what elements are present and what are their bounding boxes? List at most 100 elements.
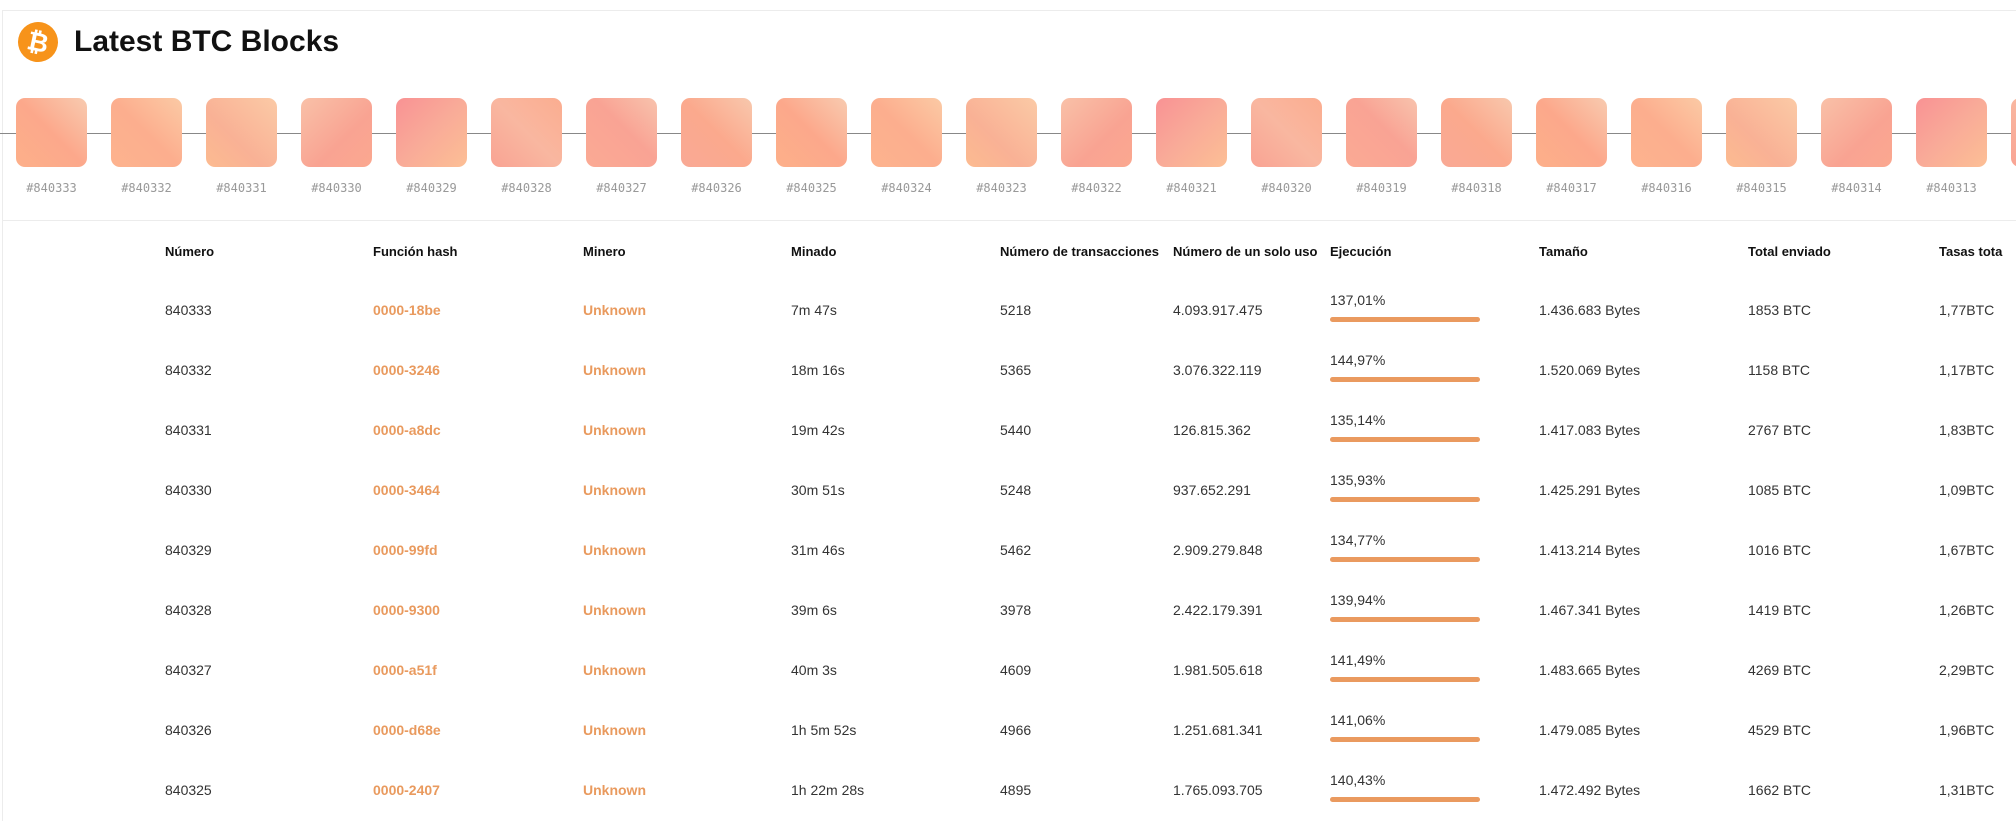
cell-size: 1.467.341 Bytes [1539, 602, 1641, 618]
cell-number[interactable]: 840325 [165, 782, 212, 798]
cell-miner[interactable]: Unknown [583, 482, 646, 498]
column-header[interactable]: Minado [791, 244, 837, 259]
cell-hash[interactable]: 0000-99fd [373, 542, 438, 558]
column-header[interactable]: Ejecución [1330, 244, 1392, 259]
block-tile[interactable] [1156, 98, 1227, 167]
execution-progress-bar [1330, 677, 1480, 682]
block-card[interactable]: #840321 [1156, 98, 1227, 195]
block-card[interactable]: #840329 [396, 98, 467, 195]
column-header[interactable]: Tamaño [1539, 244, 1588, 259]
block-tile[interactable] [1631, 98, 1702, 167]
cell-sent: 1158 BTC [1748, 362, 1810, 378]
block-label: #840317 [1546, 181, 1597, 195]
cell-number[interactable]: 840326 [165, 722, 212, 738]
cell-miner[interactable]: Unknown [583, 542, 646, 558]
cell-hash[interactable]: 0000-a51f [373, 662, 437, 678]
column-header[interactable]: Número [165, 244, 215, 259]
block-card[interactable]: #840313 [1916, 98, 1987, 195]
block-tile[interactable] [1916, 98, 1987, 167]
block-card[interactable]: #840316 [1631, 98, 1702, 195]
block-label: #840319 [1356, 181, 1407, 195]
cell-number[interactable]: 840328 [165, 602, 212, 618]
block-tile[interactable] [111, 98, 182, 167]
block-tile[interactable] [1821, 98, 1892, 167]
block-tile[interactable] [2011, 98, 2016, 167]
block-tile[interactable] [1251, 98, 1322, 167]
block-tile[interactable] [1441, 98, 1512, 167]
cell-miner[interactable]: Unknown [583, 662, 646, 678]
cell-hash[interactable]: 0000-18be [373, 302, 441, 318]
column-header[interactable]: Tasas tota [1939, 244, 2003, 259]
block-label: #840332 [121, 181, 172, 195]
execution-progress-bar [1330, 437, 1480, 442]
cell-number[interactable]: 840327 [165, 662, 212, 678]
cell-nonce: 937.652.291 [1173, 482, 1251, 498]
cell-miner[interactable]: Unknown [583, 602, 646, 618]
cell-number[interactable]: 840332 [165, 362, 212, 378]
cell-number[interactable]: 840329 [165, 542, 212, 558]
cell-exec: 144,97% [1330, 352, 1386, 368]
block-card[interactable]: #840324 [871, 98, 942, 195]
cell-nonce: 2.422.179.391 [1173, 602, 1263, 618]
cell-number[interactable]: 840333 [165, 302, 212, 318]
cell-number[interactable]: 840330 [165, 482, 212, 498]
cell-exec: 135,93% [1330, 472, 1386, 488]
block-card[interactable]: #840315 [1726, 98, 1797, 195]
cell-miner[interactable]: Unknown [583, 422, 646, 438]
block-card[interactable]: #840320 [1251, 98, 1322, 195]
cell-hash[interactable]: 0000-a8dc [373, 422, 441, 438]
block-tile[interactable] [16, 98, 87, 167]
block-label: #840313 [1926, 181, 1977, 195]
cell-miner[interactable]: Unknown [583, 302, 646, 318]
cell-miner[interactable]: Unknown [583, 362, 646, 378]
cell-exec: 141,06% [1330, 712, 1386, 728]
column-header[interactable]: Minero [583, 244, 626, 259]
block-tile[interactable] [1536, 98, 1607, 167]
block-tile[interactable] [586, 98, 657, 167]
block-card[interactable]: #840330 [301, 98, 372, 195]
block-tile[interactable] [301, 98, 372, 167]
block-card[interactable]: #840322 [1061, 98, 1132, 195]
block-tile[interactable] [491, 98, 562, 167]
block-card[interactable]: #840333 [16, 98, 87, 195]
block-card[interactable]: #840331 [206, 98, 277, 195]
column-header[interactable]: Número de un solo uso [1173, 244, 1318, 259]
cell-hash[interactable]: 0000-2407 [373, 782, 440, 798]
block-label: #840320 [1261, 181, 1312, 195]
block-label: #840326 [691, 181, 742, 195]
block-label: #840322 [1071, 181, 1122, 195]
block-tile[interactable] [871, 98, 942, 167]
block-card[interactable]: #840314 [1821, 98, 1892, 195]
cell-mined: 30m 51s [791, 482, 845, 498]
block-label: #840324 [881, 181, 932, 195]
block-card[interactable]: #840332 [111, 98, 182, 195]
block-card[interactable]: #840319 [1346, 98, 1417, 195]
cell-hash[interactable]: 0000-9300 [373, 602, 440, 618]
block-card[interactable] [2011, 98, 2016, 181]
block-tile[interactable] [966, 98, 1037, 167]
block-tile[interactable] [1061, 98, 1132, 167]
cell-miner[interactable]: Unknown [583, 782, 646, 798]
column-header[interactable]: Función hash [373, 244, 458, 259]
cell-hash[interactable]: 0000-3246 [373, 362, 440, 378]
block-card[interactable]: #840317 [1536, 98, 1607, 195]
cell-hash[interactable]: 0000-3464 [373, 482, 440, 498]
block-card[interactable]: #840323 [966, 98, 1037, 195]
block-card[interactable]: #840318 [1441, 98, 1512, 195]
block-tile[interactable] [681, 98, 752, 167]
column-header[interactable]: Total enviado [1748, 244, 1831, 259]
block-tile[interactable] [396, 98, 467, 167]
block-tile[interactable] [1726, 98, 1797, 167]
cell-miner[interactable]: Unknown [583, 722, 646, 738]
cell-hash[interactable]: 0000-d68e [373, 722, 441, 738]
cell-number[interactable]: 840331 [165, 422, 212, 438]
block-card[interactable]: #840328 [491, 98, 562, 195]
block-card[interactable]: #840327 [586, 98, 657, 195]
column-header[interactable]: Número de transacciones [1000, 244, 1159, 259]
block-tile[interactable] [1346, 98, 1417, 167]
block-tile[interactable] [206, 98, 277, 167]
block-label: #840318 [1451, 181, 1502, 195]
block-tile[interactable] [776, 98, 847, 167]
block-card[interactable]: #840325 [776, 98, 847, 195]
block-card[interactable]: #840326 [681, 98, 752, 195]
